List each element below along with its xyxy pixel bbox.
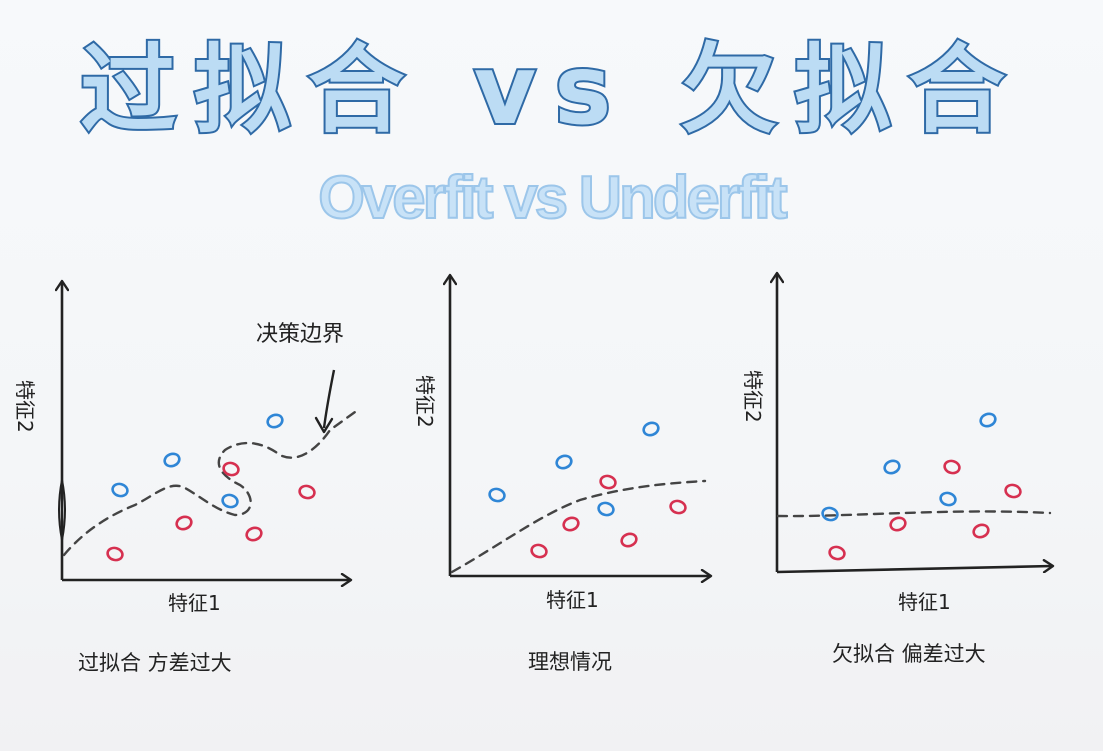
blue-sample-point	[939, 491, 957, 507]
red-sample-point	[972, 523, 990, 539]
blue-sample-point	[642, 421, 660, 437]
x-axis-label: 特征1	[898, 590, 951, 614]
points-group	[106, 413, 316, 562]
annotation-arrow	[322, 369, 336, 429]
panel-underfit: 特征2 特征1 欠拟合 偏差过大	[741, 274, 1052, 666]
points-group	[488, 421, 687, 559]
red-sample-point	[222, 461, 240, 477]
blue-sample-point	[221, 493, 239, 509]
decision-boundary-smooth	[450, 479, 707, 574]
blue-sample-point	[111, 482, 129, 498]
blue-sample-point	[821, 506, 839, 522]
annotation-label: 决策边界	[256, 322, 344, 347]
x-axis-label: 特征1	[546, 588, 599, 612]
red-sample-point	[562, 516, 580, 532]
red-sample-point	[1004, 483, 1022, 499]
red-sample-point	[943, 459, 961, 475]
blue-sample-point	[597, 501, 615, 517]
red-sample-point	[530, 543, 548, 559]
panel-overfit: 决策边界 特征2 特征1 过拟合 方差过大	[13, 282, 357, 675]
y-axis-label: 特征2	[413, 375, 437, 428]
x-axis	[776, 566, 1052, 574]
panel-caption: 欠拟合 偏差过大	[832, 642, 986, 666]
blue-sample-point	[266, 413, 284, 429]
main-title-chinese: 过拟合 vs 欠拟合	[78, 32, 1023, 148]
red-sample-point	[245, 526, 263, 542]
red-sample-point	[599, 474, 617, 490]
main-title-english: Overfit vs Underfit	[317, 163, 788, 232]
red-sample-point	[889, 516, 907, 532]
red-sample-point	[298, 484, 316, 500]
blue-sample-point	[883, 459, 901, 475]
y-axis-label: 特征2	[741, 370, 765, 423]
axis-scribble	[58, 479, 66, 541]
blue-sample-point	[555, 454, 573, 470]
red-sample-point	[175, 515, 193, 531]
points-group	[821, 412, 1022, 561]
panel-caption: 理想情况	[528, 650, 612, 674]
annotation-arrow-head	[314, 416, 334, 434]
red-sample-point	[669, 499, 687, 515]
red-sample-point	[106, 546, 124, 562]
y-axis-label: 特征2	[13, 380, 37, 433]
panel-caption: 过拟合 方差过大	[78, 651, 232, 675]
blue-sample-point	[488, 487, 506, 503]
red-sample-point	[828, 545, 846, 561]
blue-sample-point	[163, 452, 181, 468]
decision-boundary-flat	[776, 510, 1052, 518]
panel-ideal: 特征2 特征1 理想情况	[413, 276, 710, 674]
x-axis-label: 特征1	[168, 591, 221, 615]
blue-sample-point	[979, 412, 997, 428]
red-sample-point	[620, 532, 638, 548]
decision-boundary-wiggly	[62, 410, 357, 557]
